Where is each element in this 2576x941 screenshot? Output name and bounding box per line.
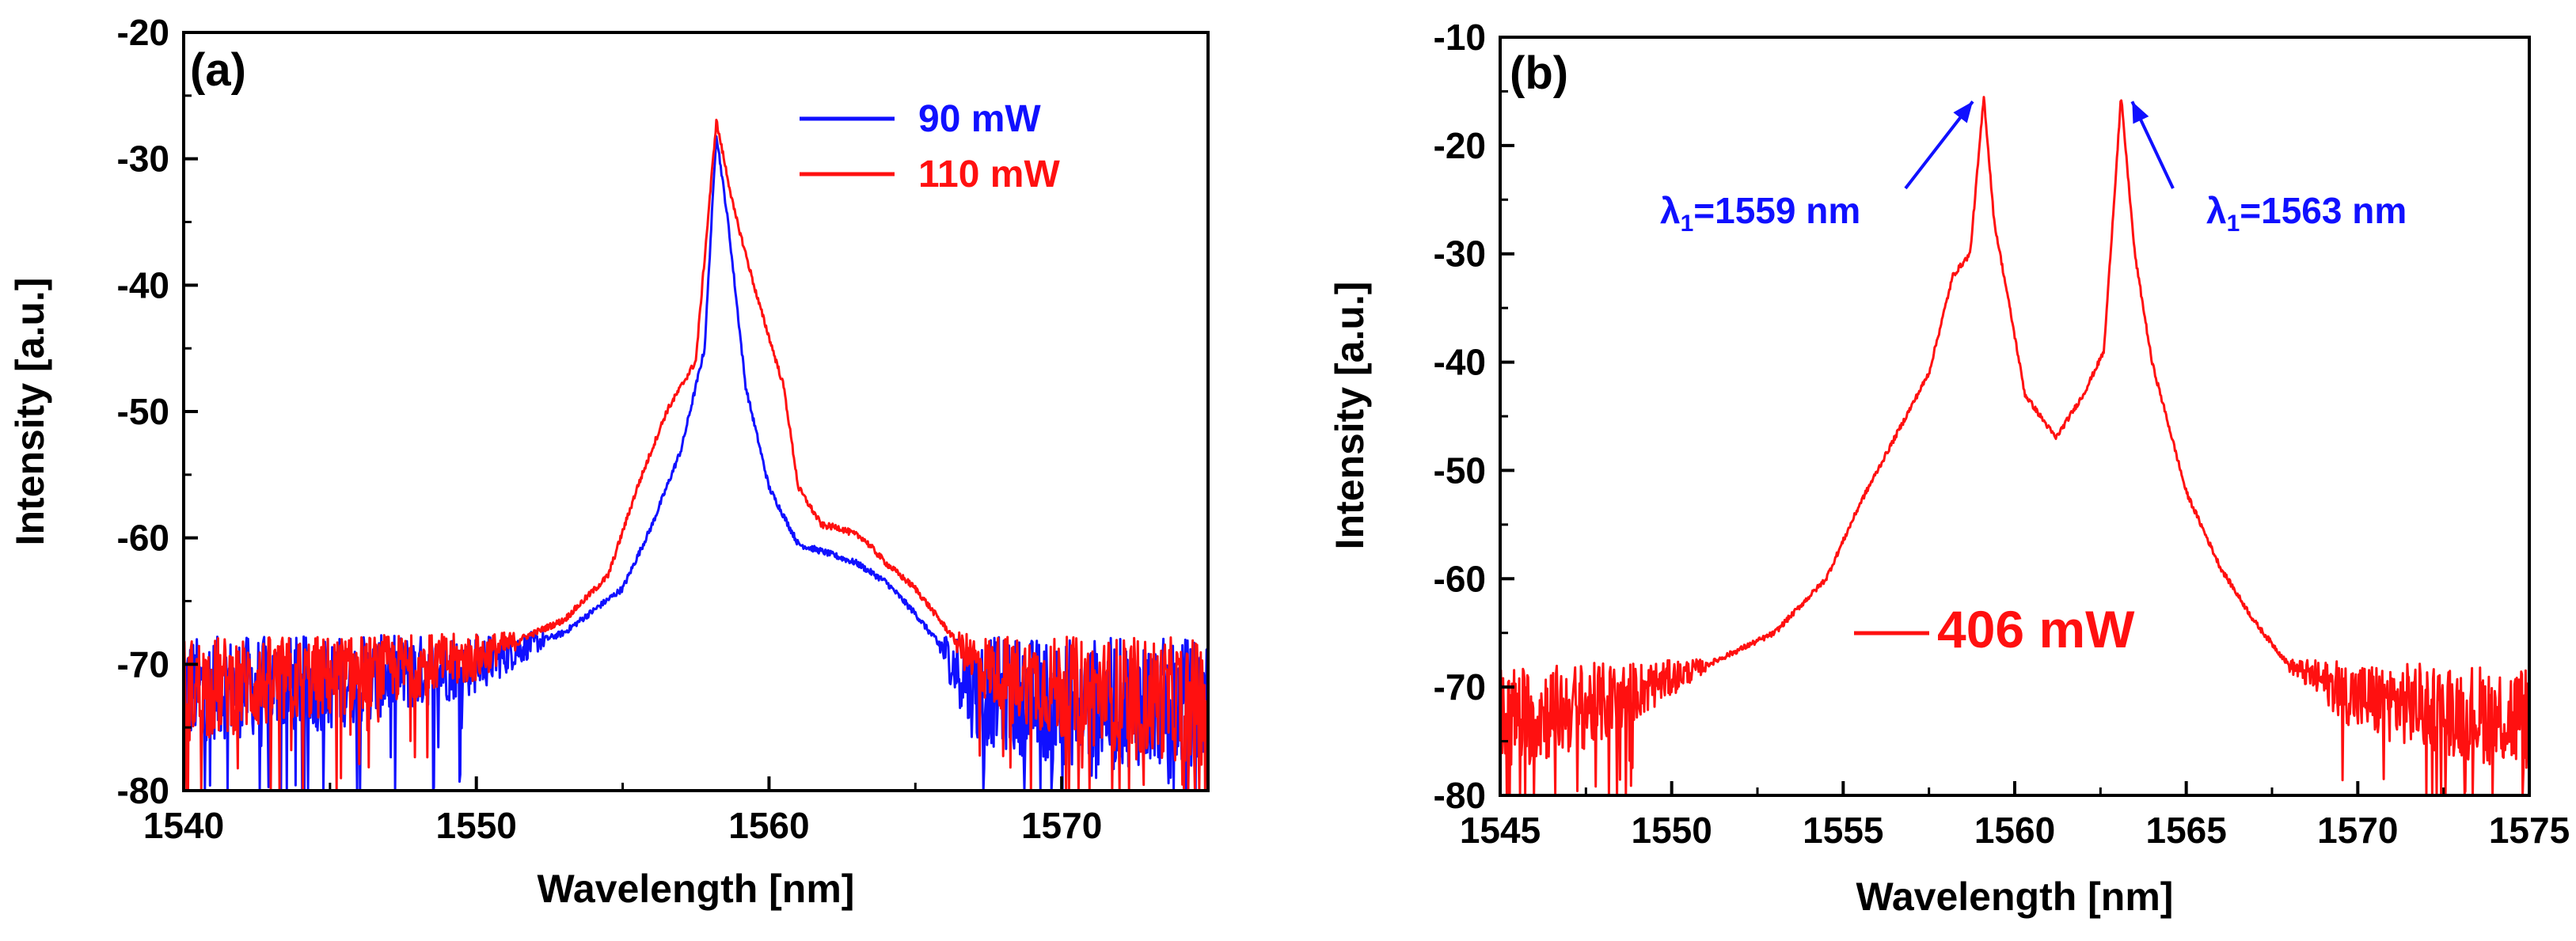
chart-a-traces: [182, 119, 1210, 792]
annotation-lambda-subscript: 1: [1681, 211, 1694, 237]
chart-b-traces: [1499, 96, 2531, 797]
annotation-lambda-1563-text: λ1=1563 nm: [2206, 190, 2407, 237]
series-line-110mw: [182, 119, 1210, 792]
annotation-lambda-symbol: λ: [1660, 190, 1681, 231]
annotation-lambda-subscript: 1: [2227, 211, 2240, 237]
y-tick-label: -50: [117, 391, 169, 432]
series-line-406mw: [1499, 96, 2531, 797]
chart-a-svg: 1540 1550 1560 1570 -80 -70 -60 -50 -40 -30 -20 (a…: [8, 12, 1210, 911]
y-tick-label: -80: [117, 770, 169, 811]
y-tick-label: -60: [1434, 558, 1486, 599]
chart-a-x-axis-title: Wavelength [nm]: [538, 867, 855, 911]
legend-label-406mw: 406 mW: [1937, 600, 2135, 658]
x-tick-label: 1555: [1803, 810, 1883, 851]
x-tick-label: 1565: [2145, 810, 2226, 851]
y-tick-label: -40: [117, 264, 169, 305]
x-tick-label: 1560: [1974, 810, 2055, 851]
chart-b-ticks: 1545 1550 1555 1560 1565 1570 1575 -80 -70 -60 -50…: [1434, 17, 2570, 851]
x-tick-label: 1560: [728, 805, 809, 846]
y-tick-label: -10: [1434, 17, 1486, 58]
annotation-arrowhead-1559: [1953, 101, 1973, 123]
chart-a-y-axis-title: Intensity [a.u.]: [8, 278, 52, 546]
x-tick-label: 1540: [143, 805, 224, 846]
x-tick-label: 1570: [2317, 810, 2398, 851]
y-tick-label: -30: [117, 138, 169, 180]
chart-b-x-axis-title: Wavelength [nm]: [1856, 875, 2174, 919]
y-tick-label: -70: [117, 643, 169, 685]
y-tick-label: -70: [1434, 666, 1486, 708]
annotation-lambda-value: =1563 nm: [2240, 190, 2407, 231]
y-tick-label: -40: [1434, 342, 1486, 383]
y-tick-label: -20: [1434, 125, 1486, 166]
chart-panel-a: 1540 1550 1560 1570 -80 -70 -60 -50 -40 -30 -20 (a…: [8, 12, 1210, 911]
legend-label-110mw: 110 mW: [918, 154, 1060, 195]
chart-a-legend: 90 mW 110 mW: [800, 98, 1060, 195]
chart-b-panel-label: (b): [1510, 47, 1568, 99]
chart-panel-b: 1545 1550 1555 1560 1565 1570 1575 -80 -70 -60 -50…: [1288, 0, 2576, 941]
annotation-lambda-value: =1559 nm: [1693, 190, 1860, 231]
x-tick-label: 1550: [1631, 810, 1712, 851]
chart-b-y-axis-title-visible: Intensity [a.u.]: [1328, 282, 1372, 550]
annotation-lambda-1559: λ1=1559 nm: [1660, 101, 1974, 237]
chart-a-panel-label: (a): [190, 44, 246, 96]
annotation-lambda-symbol: λ: [2206, 190, 2227, 231]
chart-b-svg: 1545 1550 1555 1560 1565 1570 1575 -80 -70 -60 -50…: [1328, 17, 2570, 919]
annotation-lambda-1563: λ1=1563 nm: [2130, 101, 2407, 237]
chart-b-legend: 406 mW: [1854, 600, 2135, 658]
y-tick-label: -50: [1434, 450, 1486, 491]
legend-label-90mw: 90 mW: [918, 98, 1041, 140]
y-tick-label: -60: [117, 518, 169, 559]
y-tick-label: -80: [1434, 775, 1486, 816]
x-tick-label: 1545: [1460, 810, 1541, 851]
x-tick-label: 1550: [436, 805, 517, 846]
annotation-arrowhead-1563: [2132, 101, 2149, 124]
y-tick-label: -30: [1434, 233, 1486, 275]
x-tick-label: 1575: [2489, 810, 2570, 851]
annotation-lambda-1559-text: λ1=1559 nm: [1660, 190, 1860, 237]
chart-a-ticks: 1540 1550 1560 1570 -80 -70 -60 -50 -40 -30 -20: [117, 12, 1103, 846]
x-tick-label: 1570: [1021, 805, 1102, 846]
y-tick-label: -20: [117, 12, 169, 53]
